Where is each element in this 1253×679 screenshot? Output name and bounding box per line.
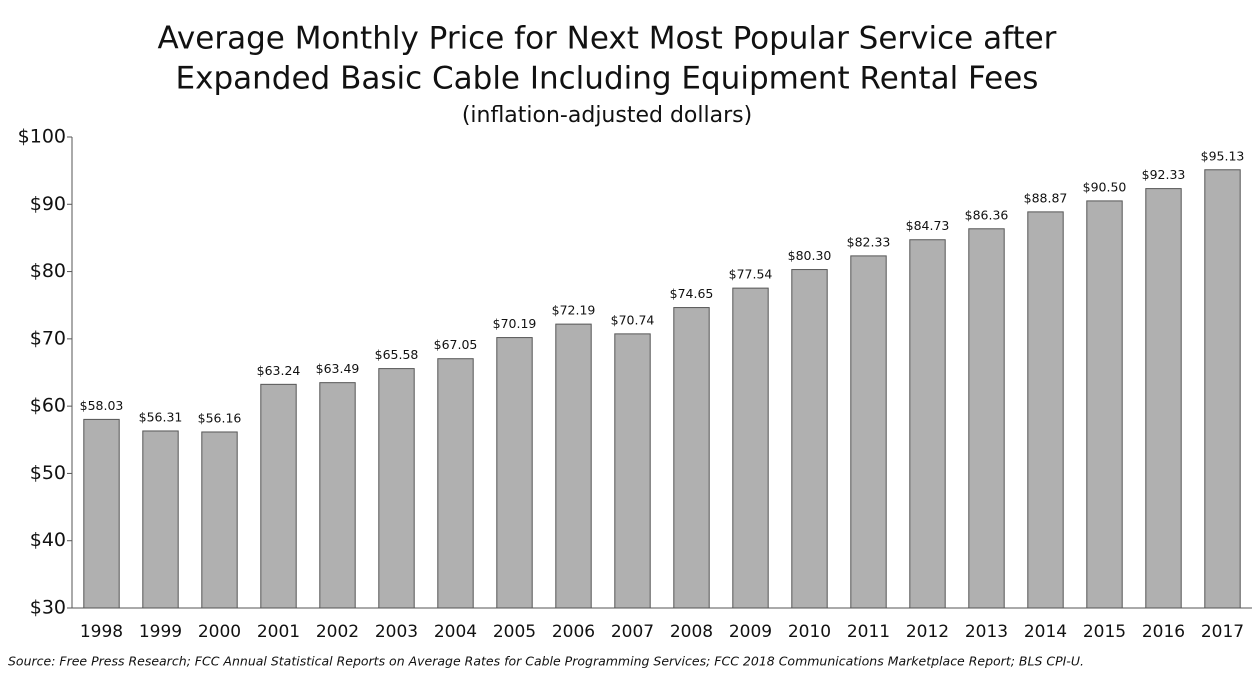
value-label: $95.13 (1201, 148, 1245, 163)
x-tick-label: 2001 (257, 622, 300, 642)
bar (909, 239, 946, 609)
x-tick-label: 2017 (1201, 622, 1244, 642)
y-tick-label: $60 (30, 395, 66, 417)
bar (1086, 200, 1123, 609)
x-tick-label: 2014 (1024, 622, 1067, 642)
bar (968, 228, 1005, 609)
value-label: $77.54 (729, 267, 773, 282)
bar (260, 383, 297, 609)
y-tick-label: $90 (30, 193, 66, 215)
y-tick-label: $100 (18, 126, 66, 148)
value-label: $84.73 (906, 218, 950, 233)
x-tick-label: 2011 (847, 622, 890, 642)
y-tick-label: $70 (30, 327, 66, 349)
value-label: $74.65 (670, 286, 714, 301)
x-tick-label: 2007 (611, 622, 654, 642)
chart-subtitle: (inflation-adjusted dollars) (462, 103, 752, 128)
y-tick-label: $50 (30, 462, 66, 484)
x-tick-label: 2002 (316, 622, 359, 642)
x-tick-label: 2010 (788, 622, 831, 642)
value-label: $56.16 (198, 410, 242, 425)
value-label: $90.50 (1083, 179, 1127, 194)
chart-title: Average Monthly Price for Next Most Popu… (158, 21, 1057, 57)
bar (437, 358, 474, 609)
value-label: $63.24 (257, 363, 301, 378)
value-label: $67.05 (434, 337, 478, 352)
bar (1027, 211, 1064, 609)
x-tick-label: 2005 (493, 622, 536, 642)
x-tick-label: 2004 (434, 622, 477, 642)
value-label: $72.19 (552, 303, 596, 318)
bar (555, 323, 592, 609)
x-tick-label: 2009 (729, 622, 772, 642)
x-tick-label: 1998 (80, 622, 123, 642)
chart-title: Expanded Basic Cable Including Equipment… (176, 61, 1039, 97)
y-tick-label: $30 (30, 597, 66, 619)
y-tick-label: $40 (30, 529, 66, 551)
value-label: $58.03 (80, 398, 124, 413)
bar (83, 418, 120, 609)
value-label: $63.49 (316, 361, 360, 376)
bar (201, 431, 238, 609)
bar (142, 430, 179, 609)
x-tick-label: 2013 (965, 622, 1008, 642)
value-label: $92.33 (1142, 167, 1186, 182)
x-tick-label: 2016 (1142, 622, 1185, 642)
x-tick-label: 2008 (670, 622, 713, 642)
x-tick-label: 2003 (375, 622, 418, 642)
x-tick-label: 2006 (552, 622, 595, 642)
bar (673, 307, 710, 609)
value-label: $82.33 (847, 234, 891, 249)
value-label: $56.31 (139, 409, 183, 424)
source-note: Source: Free Press Research; FCC Annual … (8, 654, 1084, 669)
bar (614, 333, 651, 609)
value-label: $88.87 (1024, 190, 1068, 205)
bar (1204, 169, 1241, 609)
bar (319, 382, 356, 609)
value-label: $70.19 (493, 316, 537, 331)
bar (850, 255, 887, 609)
y-tick-label: $80 (30, 260, 66, 282)
value-label: $65.58 (375, 347, 419, 362)
x-tick-label: 2000 (198, 622, 241, 642)
x-tick-label: 2015 (1083, 622, 1126, 642)
bar (791, 269, 828, 609)
value-label: $70.74 (611, 312, 655, 327)
bar (496, 337, 533, 609)
bar (732, 287, 769, 609)
value-label: $86.36 (965, 207, 1009, 222)
x-tick-label: 2012 (906, 622, 949, 642)
x-tick-label: 1999 (139, 622, 182, 642)
bar (378, 368, 415, 609)
bar (1145, 188, 1182, 609)
value-label: $80.30 (788, 248, 832, 263)
